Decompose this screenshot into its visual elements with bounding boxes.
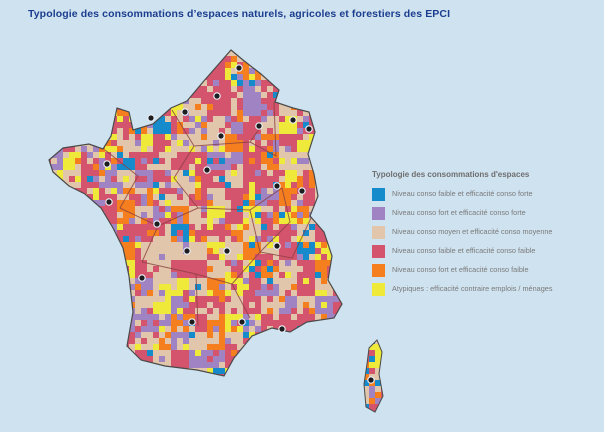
legend-item-label: Niveau conso fort et efficacité conso fo…: [392, 208, 526, 218]
page-title: Typologie des consommations d’espaces na…: [28, 8, 451, 20]
city-marker: [105, 198, 113, 206]
city-marker: [223, 247, 231, 255]
city-marker: [305, 125, 313, 133]
france-outline: [48, 49, 343, 377]
legend: Typologie des consommations d'espaces Ni…: [372, 170, 602, 302]
legend-color-swatch: [372, 207, 385, 220]
city-marker: [183, 247, 191, 255]
legend-item: Niveau conso faible et efficacité conso …: [372, 245, 602, 258]
france-epci-map: [48, 49, 384, 413]
legend-item-label: Niveau conso moyen et efficacité conso m…: [392, 227, 553, 237]
legend-color-swatch: [372, 264, 385, 277]
legend-item-label: Niveau conso faible et efficacité conso …: [392, 189, 533, 199]
legend-item: Niveau conso fort et efficacité conso fa…: [372, 264, 602, 277]
corsica-outline: [363, 339, 384, 413]
city-marker: [188, 318, 196, 326]
city-marker: [138, 274, 146, 282]
legend-items: Niveau conso faible et efficacité conso …: [372, 188, 602, 296]
legend-item: Atypiques : efficacité contraire emplois…: [372, 283, 602, 296]
prefecture-markers: [103, 64, 375, 384]
legend-item-label: Atypiques : efficacité contraire emplois…: [392, 284, 553, 294]
city-marker: [213, 92, 221, 100]
legend-color-swatch: [372, 283, 385, 296]
legend-title: Typologie des consommations d'espaces: [372, 170, 530, 179]
city-marker: [235, 64, 243, 72]
epci-color-mosaic: [49, 50, 383, 412]
city-marker: [238, 318, 246, 326]
legend-item-label: Niveau conso fort et efficacité conso fa…: [392, 265, 529, 275]
legend-color-swatch: [372, 226, 385, 239]
city-marker: [103, 160, 111, 168]
city-marker: [181, 108, 189, 116]
city-marker: [298, 187, 306, 195]
legend-color-swatch: [372, 245, 385, 258]
city-marker: [273, 182, 281, 190]
city-marker: [278, 325, 286, 333]
legend-item-label: Niveau conso faible et efficacité conso …: [392, 246, 536, 256]
city-marker: [203, 166, 211, 174]
city-marker: [153, 220, 161, 228]
region-boundaries: [104, 101, 313, 327]
city-marker: [289, 116, 297, 124]
city-marker: [217, 132, 225, 140]
city-marker: [273, 242, 281, 250]
legend-item: Niveau conso faible et efficacité conso …: [372, 188, 602, 201]
city-marker: [367, 376, 375, 384]
legend-color-swatch: [372, 188, 385, 201]
legend-item: Niveau conso moyen et efficacité conso m…: [372, 226, 602, 239]
city-marker: [255, 122, 263, 130]
legend-item: Niveau conso fort et efficacité conso fo…: [372, 207, 602, 220]
city-marker: [147, 114, 155, 122]
france-map: [45, 44, 405, 429]
